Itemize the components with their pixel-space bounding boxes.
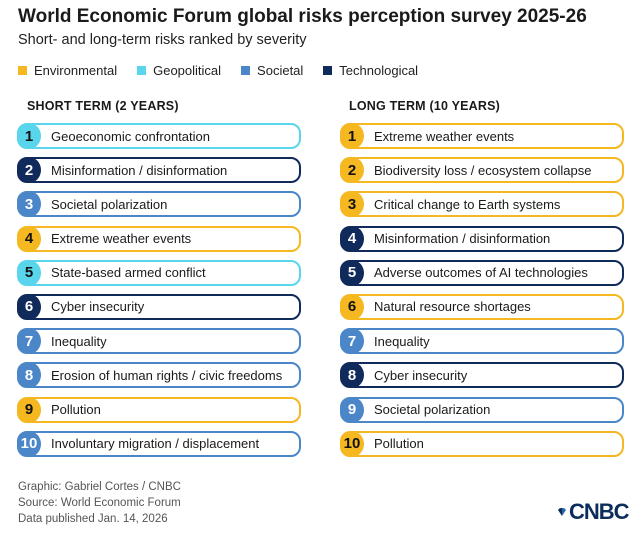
rank-number-badge: 3 xyxy=(340,191,364,218)
short-term-rank-1: 1 Geoeconomic confrontation xyxy=(17,123,301,149)
footer-graphic: Graphic: Gabriel Cortes / CNBC xyxy=(18,481,181,493)
footer-source: Source: World Economic Forum xyxy=(18,497,181,509)
long-term-rank-9: 9 Societal polarization xyxy=(340,396,624,423)
short-term-rank-9: 9 Pollution xyxy=(17,396,301,423)
legend-label-societal: Societal xyxy=(257,63,304,78)
risk-label: Involuntary migration / displacement xyxy=(51,436,260,452)
short-term-rank-7: 7 Inequality xyxy=(17,328,301,355)
legend-label-environmental: Environmental xyxy=(34,63,118,78)
risk-label: Cyber insecurity xyxy=(374,367,468,383)
long-term-rank-2: 2 Biodiversity loss / ecosystem collapse xyxy=(340,157,624,184)
rank-number-badge: 9 xyxy=(340,396,364,423)
rank-number-badge: 10 xyxy=(17,430,41,457)
risk-label: Pollution xyxy=(374,436,424,452)
cnbc-logo: CNBC xyxy=(557,499,630,525)
rank-number-badge: 2 xyxy=(17,157,41,184)
rank-number-badge: 1 xyxy=(340,123,364,149)
short-term-rank-3: 3 Societal polarization xyxy=(17,191,301,218)
risk-label: Extreme weather events xyxy=(374,128,515,144)
rank-number-badge: 10 xyxy=(340,430,364,457)
risk-label: Erosion of human rights / civic freedoms xyxy=(51,367,283,383)
chart-title: World Economic Forum global risks percep… xyxy=(18,6,587,27)
risk-label: Cyber insecurity xyxy=(51,299,145,315)
rank-number-badge: 6 xyxy=(340,293,364,320)
legend-item-environmental: Environmental xyxy=(18,63,117,78)
risk-label: Misinformation / disinformation xyxy=(51,162,228,178)
risk-label: Pollution xyxy=(51,402,101,417)
short-term-list: 1 Geoeconomic confrontation 2 Misinformatio… xyxy=(17,123,301,465)
short-term-header: SHORT TERM (2 YEARS) xyxy=(27,99,179,113)
long-term-rank-1: 1 Extreme weather events xyxy=(340,123,624,149)
rank-number-badge: 4 xyxy=(340,225,364,252)
legend-label-geopolitical: Geopolitical xyxy=(153,63,222,78)
long-term-rank-4: 4 Misinformation / disinformation xyxy=(340,225,624,252)
legend-swatch-technological xyxy=(323,66,333,75)
risk-label: Misinformation / disinformation xyxy=(374,231,551,247)
short-term-rank-5: 5 State-based armed conflict xyxy=(17,259,301,286)
rank-number-badge: 5 xyxy=(17,259,41,286)
risk-label: State-based armed conflict xyxy=(51,265,206,281)
long-term-rank-10: 10 Pollution xyxy=(340,430,624,457)
short-term-rank-8: 8 Erosion of human rights / civic freedom… xyxy=(17,362,301,389)
footer-published: Data published Jan. 14, 2026 xyxy=(18,513,168,525)
rank-number-badge: 6 xyxy=(17,293,41,320)
short-term-rank-4: 4 Extreme weather events xyxy=(17,225,301,252)
long-term-rank-7: 7 Inequality xyxy=(340,328,624,355)
risk-label: Adverse outcomes of AI technologies xyxy=(374,265,588,281)
footer-credits: Graphic: Gabriel Cortes / CNBC Source: W… xyxy=(18,479,181,527)
rank-number-badge: 5 xyxy=(340,259,364,286)
legend: Environmental Geopolitical Societal Tech… xyxy=(18,63,438,78)
risk-label: Societal polarization xyxy=(51,196,168,212)
rank-number-badge: 7 xyxy=(17,328,41,355)
rank-number-badge: 3 xyxy=(17,191,41,218)
legend-swatch-societal xyxy=(241,66,251,75)
peacock-icon xyxy=(558,507,566,516)
rank-number-badge: 1 xyxy=(17,123,41,149)
long-term-rank-6: 6 Natural resource shortages xyxy=(340,293,624,320)
risk-label: Societal polarization xyxy=(374,402,491,417)
rank-number-badge: 4 xyxy=(17,225,41,252)
risk-label: Extreme weather events xyxy=(51,231,192,247)
risk-label: Inequality xyxy=(51,333,107,349)
rank-number-badge: 9 xyxy=(17,396,41,423)
short-term-rank-10: 10 Involuntary migration / displacement xyxy=(17,430,301,457)
risk-label: Geoeconomic confrontation xyxy=(51,128,210,144)
legend-item-geopolitical: Geopolitical xyxy=(137,63,221,78)
legend-swatch-environmental xyxy=(18,66,27,75)
rank-number-badge: 7 xyxy=(340,328,364,355)
chart-subtitle: Short- and long-term risks ranked by sev… xyxy=(18,32,307,48)
risk-label: Natural resource shortages xyxy=(374,299,531,315)
risk-label: Critical change to Earth systems xyxy=(374,196,561,212)
risk-label: Inequality xyxy=(374,333,430,349)
legend-item-societal: Societal xyxy=(241,63,303,78)
short-term-rank-2: 2 Misinformation / disinformation xyxy=(17,157,301,184)
long-term-rank-3: 3 Critical change to Earth systems xyxy=(340,191,624,218)
rank-number-badge: 8 xyxy=(17,362,41,389)
risk-label: Biodiversity loss / ecosystem collapse xyxy=(374,162,592,178)
legend-label-technological: Technological xyxy=(339,63,419,78)
legend-item-technological: Technological xyxy=(323,63,418,78)
legend-swatch-geopolitical xyxy=(137,66,147,75)
rank-number-badge: 2 xyxy=(340,157,364,184)
cnbc-logo-text: CNBC xyxy=(569,499,630,524)
rank-number-badge: 8 xyxy=(340,362,364,389)
long-term-header: LONG TERM (10 YEARS) xyxy=(349,99,501,113)
long-term-rank-5: 5 Adverse outcomes of AI technologies xyxy=(340,259,624,286)
long-term-rank-8: 8 Cyber insecurity xyxy=(340,362,624,389)
long-term-list: 1 Extreme weather events 2 Biodiversity los… xyxy=(340,123,624,465)
short-term-rank-6: 6 Cyber insecurity xyxy=(17,293,301,320)
